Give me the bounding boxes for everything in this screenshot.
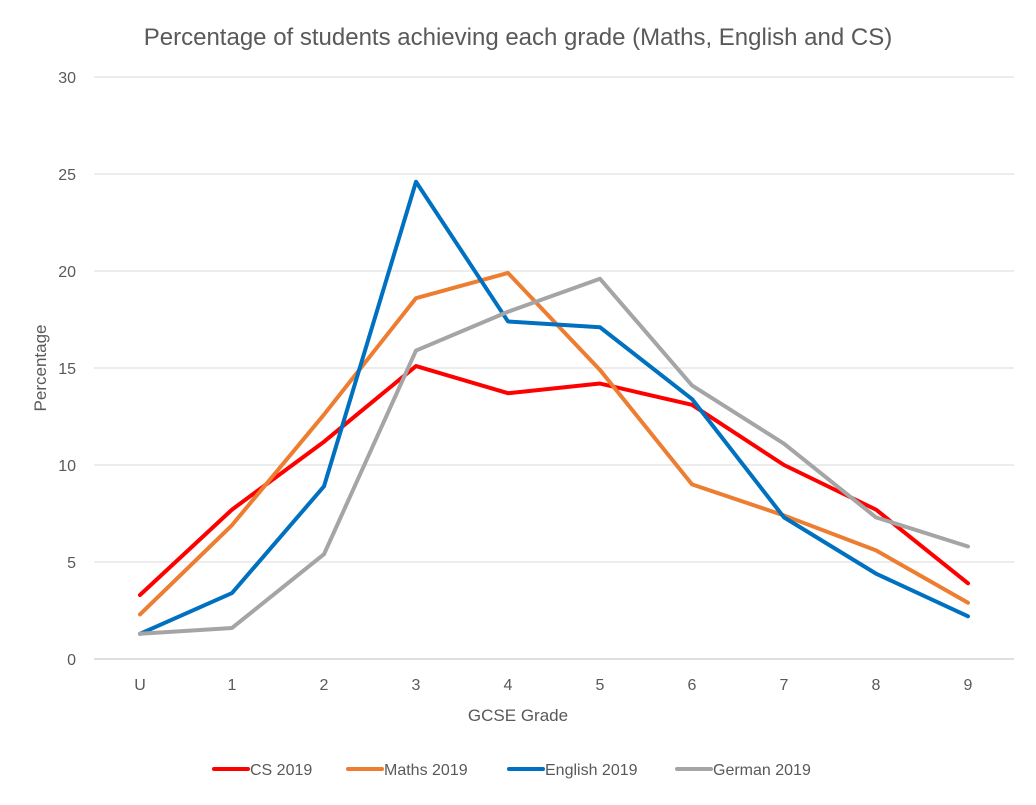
y-tick-label: 5	[67, 555, 76, 572]
legend-item: English 2019	[507, 762, 638, 779]
legend-label: CS 2019	[250, 762, 312, 779]
x-tick-label: 2	[320, 677, 329, 694]
series-line-german-2019	[138, 276, 970, 636]
y-tick-label: 20	[58, 264, 76, 281]
y-tick-label: 0	[67, 652, 76, 669]
legend-label: German 2019	[713, 762, 811, 779]
x-tick-label: 7	[780, 677, 789, 694]
legend-label: English 2019	[545, 762, 638, 779]
x-tick-label: U	[134, 677, 146, 694]
x-tick-label: 1	[228, 677, 237, 694]
legend-item: CS 2019	[212, 762, 312, 779]
x-tick-label: 5	[596, 677, 605, 694]
series-line-cs-2019	[138, 364, 970, 597]
x-tick-label: 6	[688, 677, 697, 694]
y-tick-label: 10	[58, 458, 76, 475]
legend-item: German 2019	[675, 762, 811, 779]
series-line-maths-2019	[138, 270, 970, 617]
x-tick-label: 4	[504, 677, 513, 694]
series-line-english-2019	[138, 179, 970, 636]
y-axis-label: Percentage	[31, 325, 50, 412]
y-tick-label: 15	[58, 361, 76, 378]
x-tick-label: 3	[412, 677, 421, 694]
chart-title: Percentage of students achieving each gr…	[144, 24, 892, 51]
x-tick-label: 8	[872, 677, 881, 694]
y-tick-label: 30	[58, 70, 76, 87]
y-tick-label: 25	[58, 167, 76, 184]
x-tick-label: 9	[964, 677, 973, 694]
x-axis-label: GCSE Grade	[468, 706, 568, 725]
legend-item: Maths 2019	[346, 762, 468, 779]
legend-label: Maths 2019	[384, 762, 468, 779]
